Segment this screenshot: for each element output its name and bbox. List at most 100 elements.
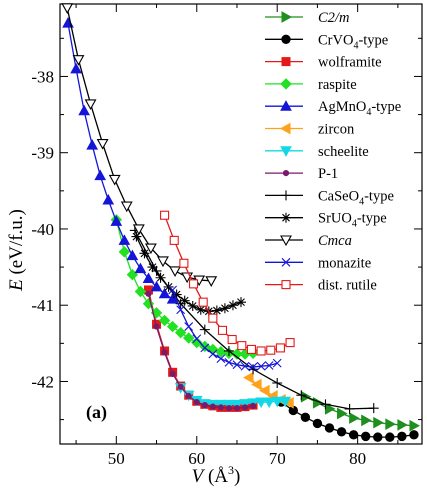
data-point — [271, 396, 284, 408]
data-point — [241, 404, 249, 411]
data-point — [70, 62, 82, 74]
panel-label: (a) — [86, 402, 107, 423]
data-point — [211, 305, 222, 316]
legend-marker — [282, 170, 290, 177]
legend-marker — [281, 280, 291, 290]
data-point — [224, 358, 234, 367]
data-point — [215, 346, 227, 358]
data-point — [174, 326, 187, 339]
data-point — [223, 345, 234, 356]
data-point — [205, 276, 218, 287]
data-point — [96, 138, 109, 150]
data-point — [272, 358, 282, 368]
data-point — [144, 243, 157, 255]
data-point — [409, 430, 419, 440]
data-point — [243, 371, 254, 384]
legend-entry-raspite: raspite — [265, 77, 357, 93]
svg-text:V (Å3): V (Å3) — [192, 463, 241, 487]
data-point — [232, 360, 242, 370]
data-point — [94, 169, 107, 181]
data-point — [201, 402, 208, 409]
legend-entry-scheelite: scheelite — [265, 144, 369, 160]
data-point — [208, 313, 218, 323]
legend-marker — [280, 100, 292, 111]
data-point — [145, 290, 152, 297]
data-point — [256, 346, 266, 356]
data-point — [349, 412, 360, 424]
data-point — [239, 399, 251, 410]
data-point — [223, 399, 235, 411]
legend-marker — [281, 212, 291, 223]
x-tick-label: 60 — [188, 449, 205, 468]
data-point — [397, 431, 407, 442]
legend-label: SrUO4-type — [318, 211, 387, 230]
legend-entry-wolframite: wolframite — [265, 55, 382, 71]
data-point — [179, 258, 189, 268]
data-point — [184, 322, 194, 331]
legend-entry-dist-rutile: dist. rutile — [265, 278, 377, 294]
series-p-1 — [145, 290, 257, 412]
series-crvo4-type — [276, 397, 419, 442]
data-point — [126, 249, 139, 261]
x-tick-label: 80 — [349, 449, 366, 468]
data-point — [337, 407, 348, 420]
data-point — [209, 403, 216, 410]
data-point — [409, 419, 420, 432]
y-tick-label: -40 — [31, 220, 54, 239]
data-point — [231, 348, 243, 360]
data-point — [251, 378, 262, 391]
data-point — [199, 324, 210, 335]
legend-entry-sruo4-type: SrUO4-type — [265, 211, 387, 230]
legend-marker — [280, 235, 292, 247]
y-axis-title: E (eV/f.u.) — [6, 209, 27, 292]
legend-label: scheelite — [318, 144, 369, 160]
data-point — [171, 289, 182, 300]
data-point — [217, 404, 224, 411]
data-point — [264, 361, 274, 370]
data-point — [155, 272, 166, 283]
legend-entry-cmca: Cmca — [265, 233, 352, 249]
series-layer — [61, 3, 420, 442]
data-point — [158, 287, 171, 299]
data-point — [385, 418, 396, 431]
data-point — [344, 403, 355, 414]
data-point — [217, 325, 228, 335]
data-point — [200, 343, 210, 353]
y-tick-label: -41 — [31, 296, 54, 315]
data-point — [185, 392, 192, 400]
legend-label: monazite — [318, 255, 371, 271]
data-point — [279, 396, 292, 408]
data-point — [348, 430, 359, 440]
data-point — [360, 431, 371, 442]
data-point — [78, 104, 90, 116]
data-point — [296, 390, 307, 401]
legend-label: zircon — [318, 122, 355, 138]
data-point — [216, 354, 226, 363]
y-tick-label: -42 — [31, 372, 54, 391]
data-point — [259, 384, 270, 397]
y-tick-label: -39 — [31, 144, 54, 163]
data-point — [86, 139, 99, 150]
data-point — [72, 55, 85, 66]
data-point — [255, 397, 267, 409]
data-point — [191, 336, 203, 349]
legend-marker — [280, 78, 292, 90]
series-c2-m — [300, 390, 420, 432]
data-point — [336, 427, 347, 437]
data-point — [177, 383, 184, 390]
data-point — [193, 398, 200, 406]
legend-entry-zircon: zircon — [265, 122, 355, 138]
data-point — [110, 215, 123, 226]
data-point — [231, 399, 243, 411]
data-point — [132, 224, 145, 236]
data-point — [225, 405, 233, 412]
legend-label: P-1 — [318, 166, 338, 182]
data-point — [168, 285, 178, 295]
svg-text:E (eV/f.u.): E (eV/f.u.) — [6, 209, 27, 292]
legend-marker — [279, 122, 291, 135]
data-point — [324, 423, 335, 433]
data-point — [195, 304, 206, 315]
data-point — [84, 99, 97, 111]
data-point — [256, 361, 266, 371]
